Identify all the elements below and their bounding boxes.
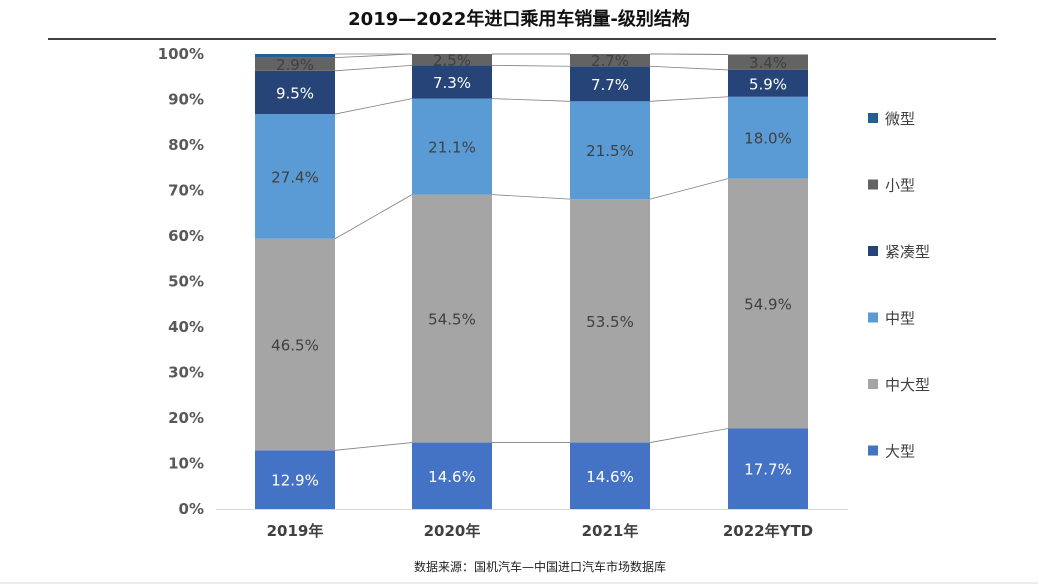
data-label: 7.7% [591,76,629,94]
legend-label: 微型 [885,110,915,128]
series-line [649,428,729,443]
data-label: 5.9% [749,75,787,93]
bar-segment [728,69,808,97]
legend-swatch [868,312,878,323]
legend-label: 小型 [885,177,915,195]
y-tick-label: 70% [168,182,204,200]
source-note: 数据来源：国机汽车—中国进口汽车市场数据库 [414,559,666,574]
data-label: 9.5% [276,84,314,102]
y-tick-label: 100% [158,45,204,63]
data-label: 12.9% [271,472,319,490]
series-lines [334,53,729,451]
y-axis: 0% 10% 20% 30% 40% 50% 60% 70% 80% 90% 100% [158,45,204,518]
data-label: 21.1% [428,139,476,157]
y-tick-label: 60% [168,227,204,245]
chart-title: 2019—2022年进口乘用车销量-级别结构 [348,8,690,30]
legend-label: 大型 [885,443,915,461]
data-label: 18.0% [744,130,792,148]
data-labels: 12.9% 14.6% 14.6% 17.7% 46.5% 54.5% 53.5% 54.9%… [271,52,792,490]
series-line [334,98,413,115]
data-label: 21.5% [586,142,634,160]
y-tick-label: 0% [179,500,204,518]
series-line [334,64,413,72]
bar-segment [570,54,650,67]
series-line [649,65,729,71]
data-label: 3.4% [749,54,787,72]
y-tick-label: 30% [168,364,204,382]
bar-segment [412,194,492,443]
x-category-label: 2021年 [582,522,639,540]
data-label: 54.5% [428,311,476,329]
series-line [649,178,729,200]
x-axis: 2019年 2020年 2021年 2022年YTD [216,509,848,540]
y-tick-label: 10% [168,455,204,473]
data-label: 17.7% [744,461,792,479]
legend-label: 中大型 [885,376,930,394]
bar-segment [255,70,335,115]
legend-swatch [868,246,878,256]
bar-segment [255,450,335,509]
legend-label: 紧凑型 [885,243,930,261]
bar-segment [570,199,650,443]
series-line [491,98,571,102]
bar-segment [728,428,808,509]
bars [255,54,808,509]
x-category-label: 2019年 [267,522,324,540]
series-line [491,194,571,200]
y-tick-label: 40% [168,318,204,336]
bar-segment [255,238,335,451]
bar-segment [412,54,492,66]
bar-segment [255,54,335,58]
legend-label: 中型 [885,310,915,328]
data-label: 2.5% [433,52,471,70]
data-label: 14.6% [586,468,634,486]
data-label: 46.5% [271,337,319,355]
series-line [334,53,413,59]
legend-swatch [868,445,878,456]
series-line [334,194,413,240]
bar-segment [728,178,808,429]
bar-segment [728,54,808,70]
data-label: 7.3% [433,74,471,92]
bar-segment [255,57,335,71]
data-label: 53.5% [586,313,634,331]
bar-segment [728,96,808,179]
bar-segment [570,442,650,509]
y-tick-label: 20% [168,409,204,427]
data-label: 2.9% [276,56,314,74]
legend-swatch [868,113,878,123]
series-line [334,442,413,451]
bar-segment [255,114,335,239]
x-category-label: 2020年 [424,522,481,540]
y-tick-label: 80% [168,136,204,154]
legend-swatch [868,379,878,389]
bar-segment [412,65,492,99]
bar-segment [570,66,650,102]
y-tick-label: 90% [168,91,204,109]
data-label: 14.6% [428,468,476,486]
series-line [649,96,729,102]
series-line [491,64,571,67]
data-label: 27.4% [271,168,319,186]
data-label: 54.9% [744,296,792,314]
data-label: 2.7% [591,52,629,70]
y-tick-label: 50% [168,273,204,291]
legend-swatch [868,179,878,190]
bar-segment [412,98,492,195]
bar-segment [412,442,492,509]
bar-segment [570,101,650,200]
x-category-label: 2022年YTD [723,522,813,540]
